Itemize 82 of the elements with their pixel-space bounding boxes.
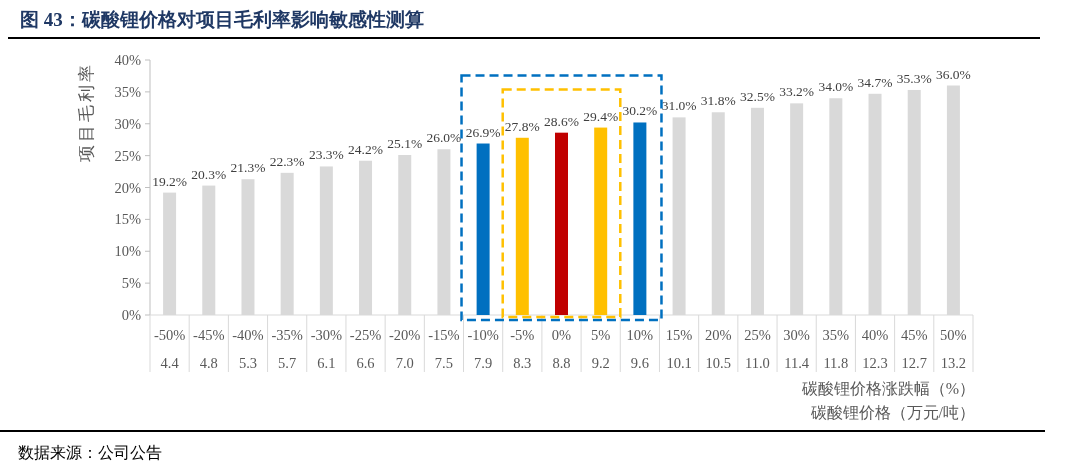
bar (476, 143, 490, 315)
text: 碳酸锂价格（万元/吨） (809, 404, 975, 421)
source-note: 数据来源：公司公告 (18, 444, 162, 461)
data-label: 24.2% (348, 141, 383, 157)
data-label: 29.4% (583, 108, 619, 124)
data-label: 34.7% (857, 74, 893, 90)
x-tick-label: -10% (467, 327, 499, 343)
x-tick-label: 5% (591, 327, 611, 343)
x-tick-label: -20% (389, 327, 421, 343)
y-tick-label: 25% (114, 147, 141, 164)
y-tick-label: 0% (121, 307, 141, 323)
x-tick-label: 45% (900, 327, 928, 343)
y-tick-label: 15% (114, 211, 141, 228)
y-tick-label: 30% (114, 115, 141, 132)
y-axis-title: 项目毛利率 (77, 62, 96, 162)
text: 7.9 (474, 355, 493, 371)
chart-title: 图 43：碳酸锂价格对项目毛利率影响敏感性测算 (20, 9, 424, 30)
x-tick-label: 20% (704, 327, 732, 343)
data-label: 31.8% (700, 93, 736, 109)
y-tick-label: 40% (114, 52, 141, 68)
data-label: 32.5% (740, 88, 775, 104)
x-tick-label: -35% (271, 327, 303, 343)
text: 11.8 (823, 355, 849, 371)
x-tick-label: -45% (193, 327, 225, 343)
bar (633, 122, 647, 315)
x-tick-label: -50% (153, 327, 186, 343)
text: 11.4 (784, 355, 810, 371)
bar (515, 137, 529, 315)
x-axis-title: 碳酸锂价格涨跌幅（%） (800, 380, 975, 397)
text: 8.3 (513, 355, 532, 371)
data-label: 26.9% (465, 124, 501, 140)
data-label: 26.0% (426, 130, 462, 146)
data-label: 34.0% (818, 79, 854, 95)
text: 10.1 (666, 355, 692, 371)
text: 10.5 (705, 355, 731, 371)
data-label: 35.3% (896, 70, 932, 86)
text: 9.2 (591, 355, 610, 371)
bar (555, 132, 568, 315)
bar (594, 127, 608, 315)
data-label: 27.8% (504, 118, 540, 134)
x-tick-label: 10% (626, 327, 654, 343)
x-tick-label: 35% (822, 327, 850, 343)
x-tick-label: 0% (551, 327, 572, 343)
y-tick-label: 35% (114, 83, 141, 100)
text: 6.1 (317, 355, 336, 371)
y-tick-label: 5% (121, 275, 141, 292)
text: 9.6 (630, 355, 649, 371)
text: 7.5 (434, 355, 453, 371)
x-tick-label: 30% (783, 327, 810, 343)
x-tick-label: 15% (665, 327, 693, 343)
text: 13.2 (940, 355, 967, 371)
text: 6.6 (356, 355, 375, 371)
text: 8.8 (552, 355, 571, 371)
x-tick-label: -25% (349, 327, 382, 343)
data-label: 30.2% (622, 103, 658, 119)
x-tick-label: -5% (510, 327, 535, 343)
text: 11.0 (745, 355, 770, 371)
data-label: 19.2% (152, 173, 188, 189)
data-label: 20.3% (191, 166, 227, 182)
y-tick-label: 10% (114, 243, 141, 260)
x-tick-label: 40% (861, 327, 889, 343)
x-tick-label: -40% (232, 327, 264, 343)
text: 5.3 (238, 355, 258, 371)
text: 12.7 (901, 355, 927, 371)
data-label: 21.3% (230, 160, 266, 176)
text: 5.7 (278, 355, 297, 371)
text: 7.0 (395, 355, 414, 371)
data-label: 36.0% (935, 66, 971, 82)
data-label: 23.3% (308, 147, 344, 163)
y-tick-label: 20% (114, 179, 141, 196)
x-tick-label: -30% (310, 327, 343, 343)
data-label: 22.3% (269, 153, 305, 169)
text: 12.3 (862, 355, 888, 371)
data-label: 28.6% (544, 113, 579, 129)
data-label: 25.1% (387, 135, 423, 151)
x-tick-label: 50% (940, 327, 967, 343)
x-tick-label: -15% (428, 327, 460, 343)
data-label: 33.2% (779, 84, 815, 100)
x-tick-label: 25% (744, 327, 771, 343)
text: 4.4 (160, 355, 180, 371)
text: 4.8 (199, 355, 218, 371)
data-label: 31.0% (661, 98, 697, 114)
